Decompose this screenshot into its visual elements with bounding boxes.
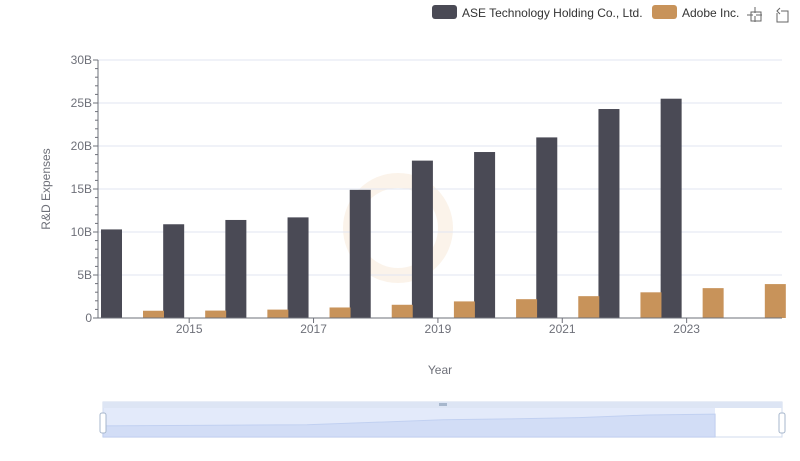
- legend-item-ase[interactable]: ASE Technology Holding Co., Ltd.: [432, 5, 643, 20]
- bar-adobe-2022[interactable]: [640, 292, 662, 318]
- x-tick-label: 2017: [300, 322, 327, 336]
- y-axis-ticks: 0 5B 10B 15B 20B 25B 30B: [71, 53, 98, 325]
- bar-adobe-2018[interactable]: [391, 304, 413, 318]
- data-zoom-slider[interactable]: [99, 401, 786, 438]
- x-axis-ticks: 2015 2017 2019 2021 2023: [176, 318, 700, 336]
- bar-adobe-2017[interactable]: [329, 307, 351, 318]
- zoom-reset-icon[interactable]: [776, 7, 789, 23]
- bar-adobe-2015[interactable]: [205, 310, 227, 318]
- x-tick-label: 2015: [176, 322, 203, 336]
- y-tick-label: 30B: [71, 53, 92, 67]
- y-tick-label: 20B: [71, 139, 92, 153]
- bar-ase-2019[interactable]: [411, 160, 433, 318]
- x-tick-label: 2019: [425, 322, 452, 336]
- legend-swatch-adobe: [652, 5, 677, 19]
- y-tick-label: 10B: [71, 225, 92, 239]
- legend: ASE Technology Holding Co., Ltd. Adobe I…: [432, 5, 739, 20]
- y-axis-title: R&D Expenses: [39, 148, 53, 229]
- bar-adobe-2019[interactable]: [453, 301, 475, 318]
- bar-ase-2016[interactable]: [225, 219, 247, 318]
- slider-move-handle[interactable]: [439, 403, 447, 406]
- y-tick-label: 15B: [71, 182, 92, 196]
- legend-label-ase: ASE Technology Holding Co., Ltd.: [462, 6, 643, 20]
- bar-ase-2017[interactable]: [287, 217, 309, 318]
- slider-handle-right[interactable]: [778, 412, 786, 434]
- bar-adobe-2023[interactable]: [702, 288, 724, 318]
- y-tick-label: 5B: [77, 268, 92, 282]
- data-zoom-icon[interactable]: [747, 7, 762, 22]
- bar-ase-2022[interactable]: [598, 109, 620, 319]
- bar-adobe-2014[interactable]: [143, 310, 164, 318]
- slider-selection[interactable]: [103, 408, 715, 437]
- bar-ase-2020[interactable]: [474, 152, 496, 318]
- x-tick-label: 2023: [673, 322, 700, 336]
- y-tick-label: 0: [85, 311, 92, 325]
- legend-swatch-ase: [432, 5, 457, 19]
- bar-ase-2014[interactable]: [101, 229, 122, 318]
- bar-ase-2021[interactable]: [536, 137, 558, 318]
- y-tick-label: 25B: [71, 96, 92, 110]
- bar-adobe-2024[interactable]: [764, 284, 786, 318]
- legend-label-adobe: Adobe Inc.: [682, 6, 739, 20]
- bar-ase-2015[interactable]: [163, 224, 185, 318]
- bar-adobe-2020[interactable]: [516, 299, 538, 318]
- bar-adobe-2016[interactable]: [267, 309, 289, 318]
- bar-ase-2018[interactable]: [349, 189, 371, 318]
- bar-ase-2023[interactable]: [660, 98, 682, 318]
- x-axis-title: Year: [428, 363, 452, 377]
- bars[interactable]: [101, 98, 786, 319]
- legend-item-adobe[interactable]: Adobe Inc.: [652, 5, 739, 20]
- slider-handle-left[interactable]: [99, 412, 107, 434]
- bar-adobe-2021[interactable]: [578, 296, 600, 318]
- x-tick-label: 2021: [549, 322, 576, 336]
